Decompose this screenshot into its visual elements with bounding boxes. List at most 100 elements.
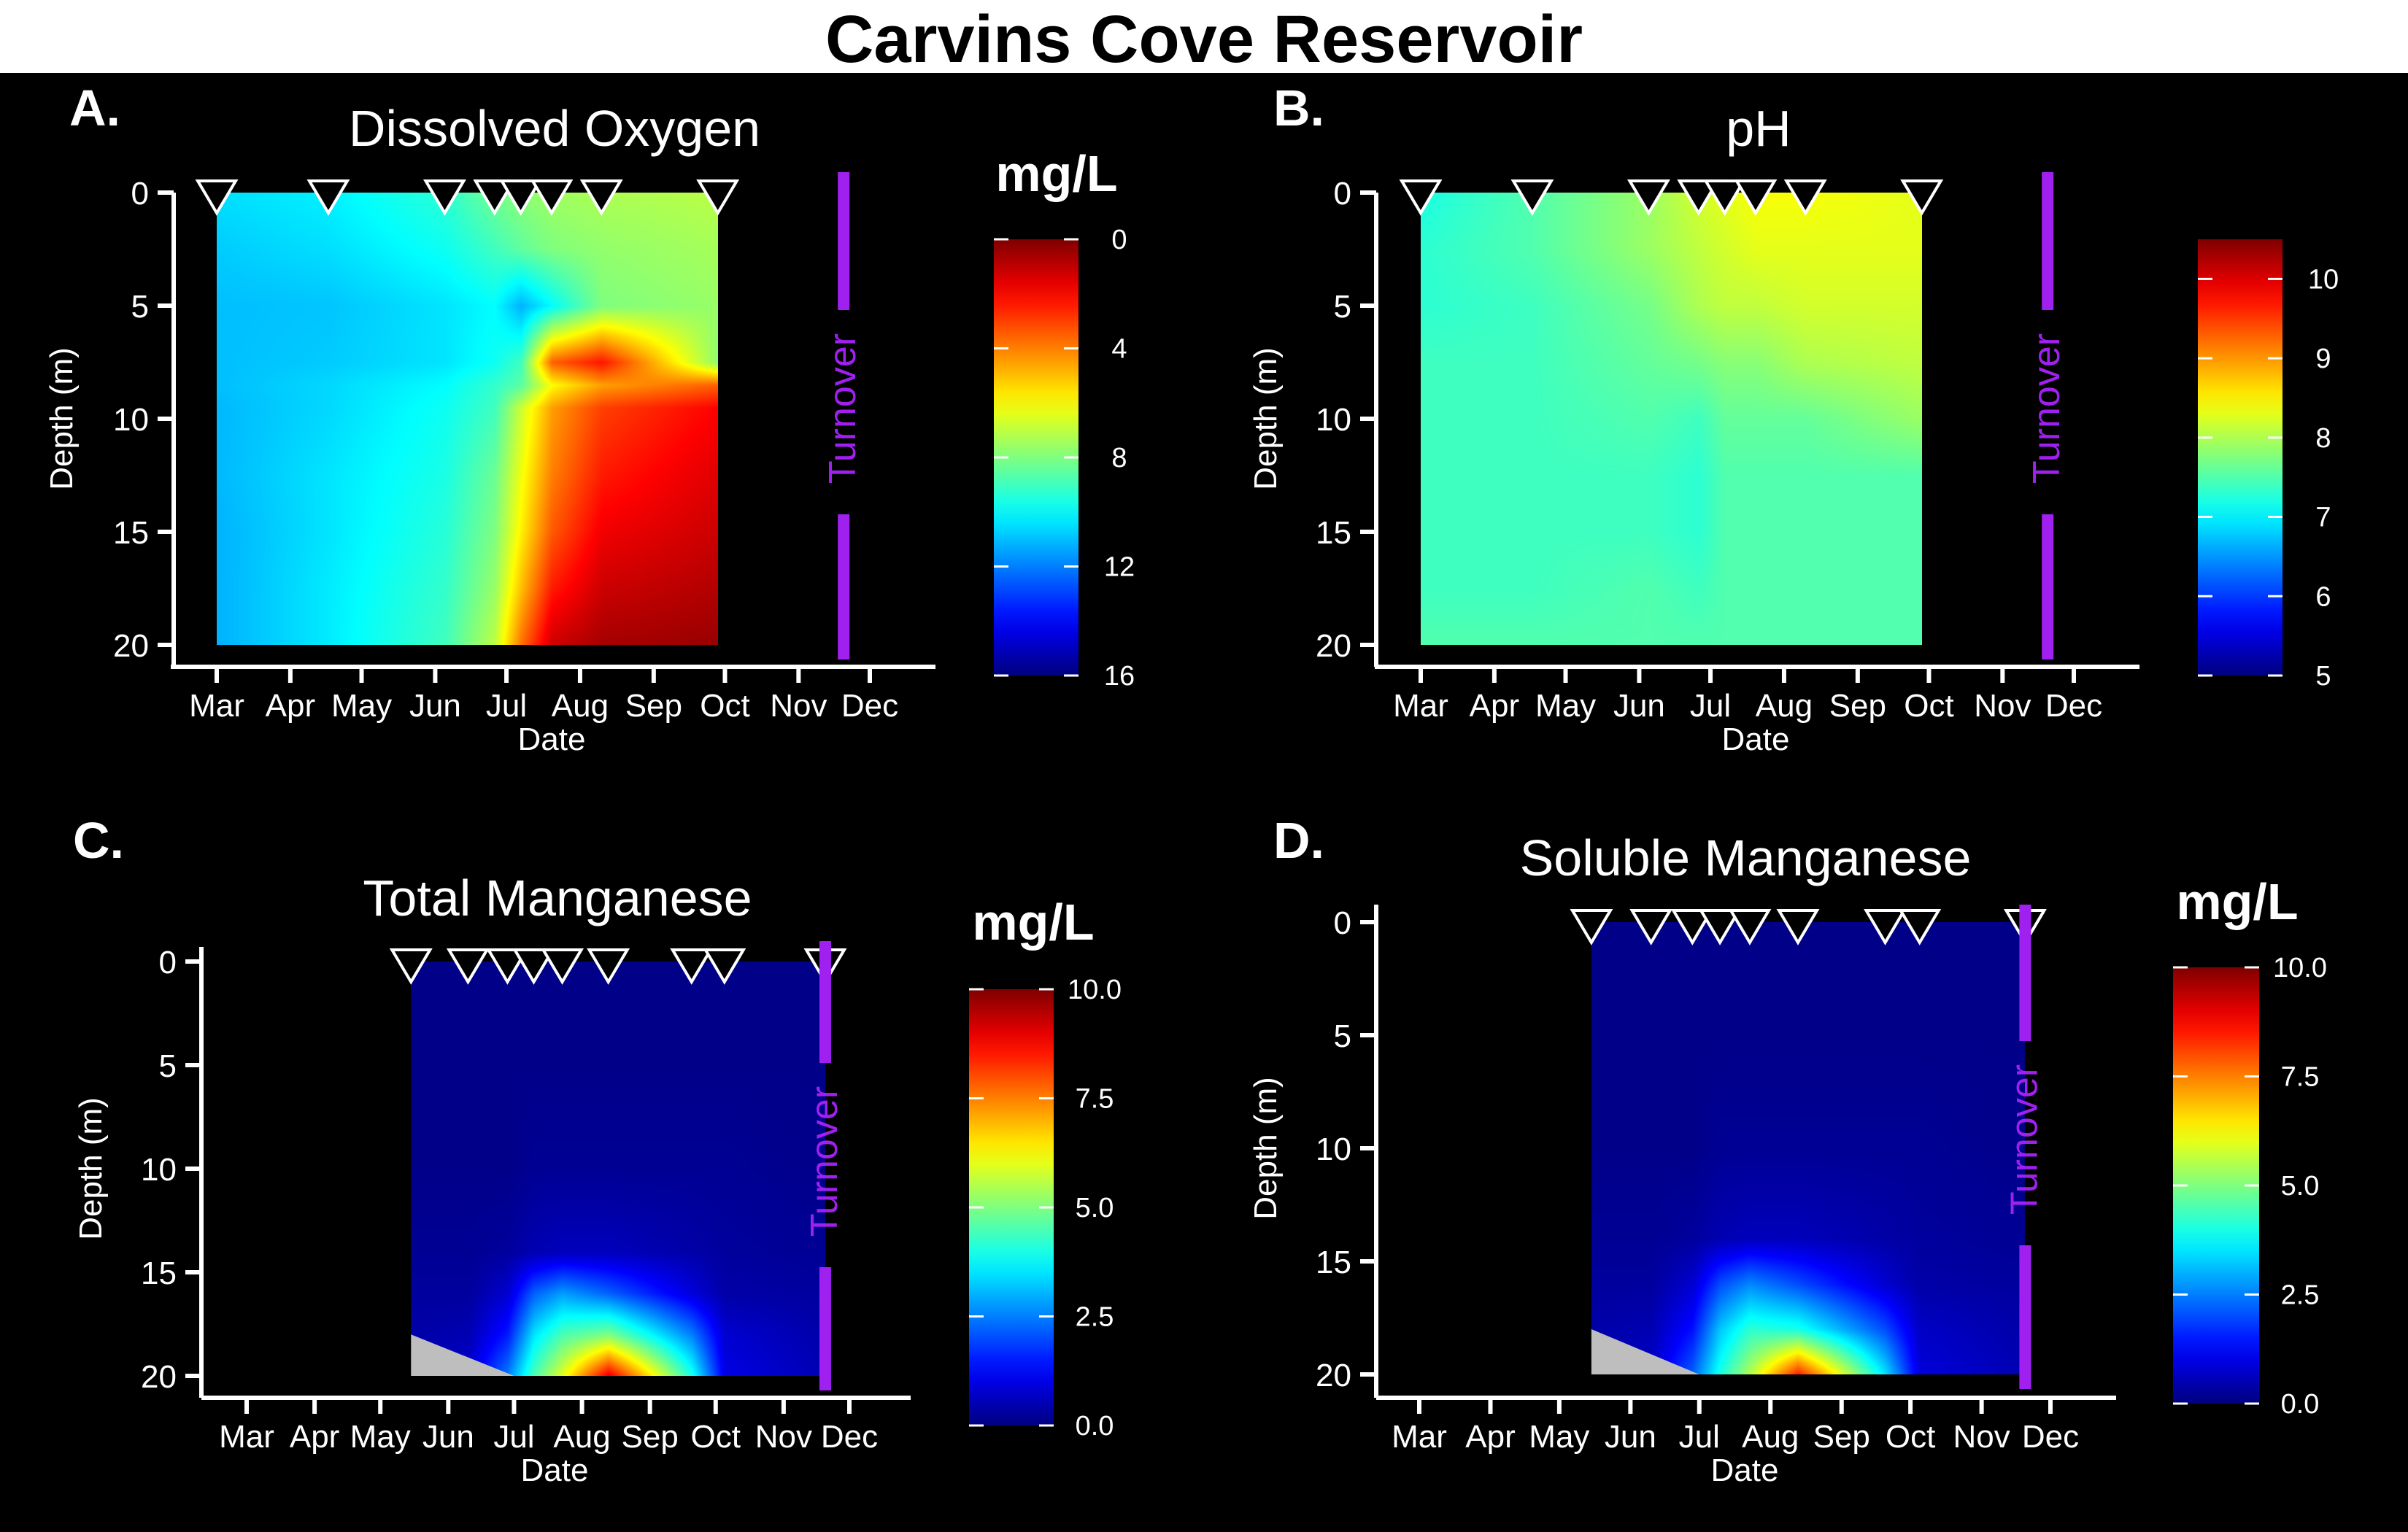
sampling-marker [1776,909,1820,945]
x-tick-label: Oct [700,688,749,724]
colorbar-tick-label: 7.5 [2281,1062,2320,1093]
sampling-marker [1629,909,1673,945]
x-tick-label: Dec [2045,688,2102,724]
colorbar-tick-label: 8 [2315,423,2331,454]
y-axis-title: Depth (m) [1248,1077,1284,1220]
x-tick-label: Jun [1605,1419,1656,1455]
colorbar-tick-label: 2.5 [1076,1302,1114,1333]
sampling-marker [1734,179,1778,216]
x-axis-title: Date [1711,1452,1779,1488]
sampling-marker [1670,909,1714,945]
panel-B: Mar Apr May Jun Jul Aug Sep Oct Nov Dec Date 0 5 10 15… [1204,73,2408,802]
x-tick-label: Dec [2022,1419,2079,1455]
x-tick-label: Mar [1392,1419,1447,1455]
x-tick-label: Dec [841,688,898,724]
y-tick-label: 5 [159,1048,177,1084]
x-tick-label: Sep [625,688,682,724]
y-axis-title: Depth (m) [1248,347,1284,490]
sampling-marker [306,179,350,216]
sampling-marker [1510,179,1554,216]
no-data-region [1591,1329,1699,1374]
x-tick-label: Jul [1679,1419,1720,1455]
sampling-marker [446,948,490,985]
sampling-marker [1626,179,1670,216]
sampling-marker [703,948,746,985]
x-tick-label: Jun [1613,688,1665,724]
x-tick-label: May [331,688,392,724]
sampling-marker [389,948,433,985]
y-tick-label: 20 [1316,1358,1351,1393]
y-tick-label: 0 [159,945,177,980]
y-tick-label: 5 [1334,1018,1351,1054]
chart-D: Mar Apr May Jun Jul Aug Sep Oct Nov Dec Date 0 5 10 15… [1248,812,2327,1488]
panel-title: pH [1726,100,1791,157]
x-tick-label: Jun [422,1419,474,1455]
x-tick-label: Jul [1690,688,1731,724]
y-tick-label: 10 [141,1152,177,1188]
colorbar-title: mg/L [2176,873,2298,930]
x-tick-label: Mar [219,1419,274,1455]
sampling-marker [499,179,543,216]
panel-label: A. [69,80,120,136]
heatmap-C [411,962,826,1376]
sampling-marker [1900,179,1944,216]
colorbar-tick-label: 0.0 [2281,1389,2320,1420]
colorbar-tick-label: 5.0 [2281,1171,2320,1202]
y-axis-title: Depth (m) [44,347,80,490]
x-tick-label: Nov [1974,688,2031,724]
colorbar-tick-label: 2.5 [2281,1280,2320,1311]
x-tick-label: Mar [189,688,244,724]
panel-label: C. [73,812,124,869]
colorbar-tick-label: 7.5 [1076,1084,1114,1115]
x-tick-label: May [1535,688,1596,724]
x-tick-label: Aug [553,1419,610,1455]
y-tick-label: 0 [1334,905,1351,941]
panel-title: Total Manganese [363,870,752,926]
x-axis-title: Date [1722,721,1790,757]
colorbar-tick-label: 7 [2315,503,2331,533]
x-tick-label: Apr [266,688,315,724]
colorbar-tick-label: 6 [2315,581,2331,612]
sampling-marker [1570,909,1613,945]
sampling-marker [696,179,740,216]
x-tick-label: Sep [1813,1419,1870,1455]
y-tick-label: 20 [1316,628,1351,664]
x-tick-label: Aug [1742,1419,1799,1455]
colorbar-B [2198,239,2282,676]
colorbar-title: mg/L [995,145,1117,202]
x-axis-title: Date [518,721,586,757]
x-tick-label: May [1529,1419,1589,1455]
turnover-label: Turnover [803,1086,846,1237]
x-tick-label: Sep [622,1419,679,1455]
y-tick-label: 20 [141,1359,177,1395]
colorbar-tick-label: 10.0 [1068,975,1122,1005]
colorbar-tick-label: 9 [2315,344,2331,374]
y-tick-label: 15 [1316,1245,1351,1280]
y-tick-label: 0 [1334,176,1351,212]
y-tick-label: 20 [113,628,149,664]
figure-title: Carvins Cove Reservoir [825,2,1583,77]
turnover-label: Turnover [822,333,864,484]
chart-C: Mar Apr May Jun Jul Aug Sep Oct Nov Dec Date 0 5 10 15… [73,812,1122,1488]
panels: Mar Apr May Jun Jul Aug Sep Oct Nov Dec Date 0 5 10 15… [0,73,2408,1532]
x-tick-label: Aug [1756,688,1813,724]
y-tick-label: 15 [1316,515,1351,551]
panel-label: B. [1273,80,1324,136]
sampling-marker [1898,909,1942,945]
sampling-marker [1703,179,1747,216]
heatmap-B [1421,193,1922,645]
x-tick-label: May [350,1419,411,1455]
x-tick-label: Apr [290,1419,339,1455]
y-tick-label: 10 [1316,402,1351,438]
sampling-marker [1783,179,1827,216]
y-tick-label: 5 [131,289,149,325]
y-tick-label: 0 [131,176,149,212]
panel-A: Mar Apr May Jun Jul Aug Sep Oct Nov Dec Date 0 5 10 15… [0,73,1204,802]
x-tick-label: Aug [552,688,609,724]
x-tick-label: Jul [493,1419,534,1455]
sampling-marker [579,179,623,216]
x-tick-label: Oct [1886,1419,1935,1455]
sampling-marker [1677,179,1721,216]
x-tick-label: Jul [486,688,527,724]
x-tick-label: Nov [770,688,827,724]
